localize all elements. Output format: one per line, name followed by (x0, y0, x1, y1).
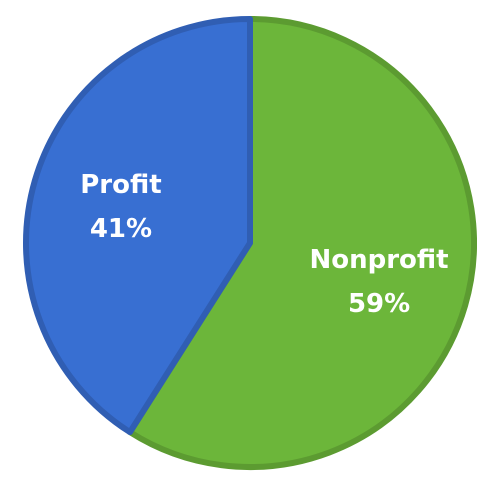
slice-value: 41% (90, 214, 152, 244)
slice-label: Profit (80, 170, 161, 200)
pie-slice (126, 16, 477, 470)
slice-value: 59% (348, 289, 410, 319)
pie-slice (23, 16, 253, 436)
slice-label: Nonprofit (309, 245, 448, 275)
